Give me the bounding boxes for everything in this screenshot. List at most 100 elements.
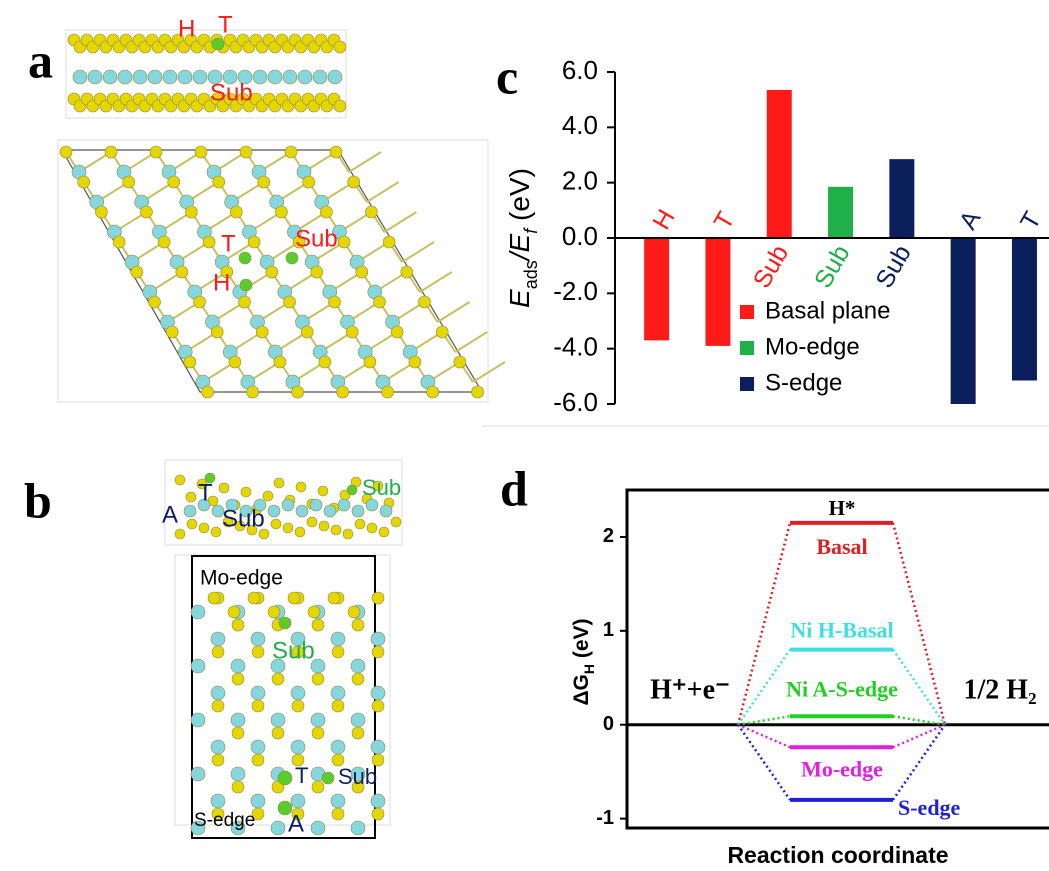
level-label: S-edge <box>898 795 961 820</box>
panel-letter: b <box>24 472 52 528</box>
atom <box>312 619 324 631</box>
site-label: H <box>178 15 195 42</box>
bar <box>828 187 853 238</box>
category-label: H* <box>829 496 856 520</box>
y-axis-label-part: E <box>504 289 535 308</box>
y-axis-label-part: ads <box>521 260 541 289</box>
site-label: Sub <box>222 505 265 532</box>
y-tick-label: 6.0 <box>562 55 598 85</box>
atom <box>372 592 384 604</box>
atom <box>274 478 284 488</box>
category-label: Sub <box>748 240 794 293</box>
connector <box>893 725 945 748</box>
atom <box>252 646 264 658</box>
atom <box>184 356 196 368</box>
y-axis-label-part: /E <box>504 233 535 262</box>
atom <box>240 279 252 291</box>
site-label: Mo-edge <box>200 567 283 590</box>
atom <box>194 296 206 308</box>
connector <box>738 725 790 748</box>
atom <box>372 700 384 712</box>
atom <box>319 521 329 531</box>
atom <box>191 767 205 781</box>
atom <box>310 499 322 511</box>
atom <box>251 632 265 646</box>
site-label: Sub <box>210 79 253 106</box>
atom <box>332 646 344 658</box>
y-tick-label: 0.0 <box>562 221 598 251</box>
atom <box>284 296 296 308</box>
category-label: T <box>709 207 741 234</box>
atom <box>168 176 180 188</box>
bond <box>367 182 399 202</box>
atom <box>166 326 178 338</box>
atom <box>332 700 344 712</box>
site-label: T <box>221 230 236 257</box>
atom <box>229 356 241 368</box>
atom <box>371 794 385 808</box>
atom <box>275 206 287 218</box>
atom <box>212 646 224 658</box>
bond <box>349 152 381 172</box>
atom <box>334 100 346 112</box>
atom <box>352 505 364 517</box>
atom <box>292 700 304 712</box>
atom <box>211 794 225 808</box>
atom <box>268 70 282 84</box>
atom <box>334 41 346 53</box>
atom <box>266 266 278 278</box>
atom <box>283 70 297 84</box>
atom <box>95 206 107 218</box>
atom <box>231 659 245 673</box>
atom <box>149 296 161 308</box>
y-tick-label: -6.0 <box>553 387 598 417</box>
y-axis-label-part: (eV) <box>570 618 593 664</box>
atom <box>212 700 224 712</box>
atom <box>131 266 143 278</box>
bond <box>402 242 434 262</box>
level-label: Ni H-Basal <box>790 618 893 643</box>
atom <box>383 236 395 248</box>
bar <box>705 238 730 346</box>
panel-letter: a <box>28 32 53 88</box>
atom <box>271 821 285 835</box>
atom <box>272 727 284 739</box>
atom <box>278 771 292 785</box>
atom <box>296 505 308 517</box>
atom <box>211 326 223 338</box>
atom <box>176 266 188 278</box>
atom <box>331 525 341 535</box>
atom <box>303 176 315 188</box>
atom <box>232 727 244 739</box>
bar <box>1012 238 1037 380</box>
atom <box>338 236 350 248</box>
legend-label: S-edge <box>765 369 842 396</box>
atom <box>331 632 345 646</box>
atom <box>372 808 384 820</box>
atom <box>193 70 207 84</box>
atom <box>78 176 90 188</box>
atom <box>401 266 413 278</box>
y-axis-label: ΔGH (eV) <box>570 618 597 705</box>
atom <box>199 523 209 533</box>
atom <box>346 326 358 338</box>
legend-swatch <box>740 305 754 319</box>
atom <box>252 700 264 712</box>
atom <box>202 386 214 398</box>
atom <box>351 821 365 835</box>
atom <box>380 505 392 517</box>
atom <box>308 606 320 618</box>
atom <box>251 794 265 808</box>
level-label: Mo-edge <box>801 756 883 781</box>
atom <box>292 386 304 398</box>
atom <box>191 713 205 727</box>
atom <box>352 673 364 685</box>
atom <box>322 772 334 784</box>
y-tick-label: -1 <box>596 807 614 829</box>
atom <box>296 482 306 492</box>
atom <box>379 527 389 537</box>
atom <box>372 646 384 658</box>
atom <box>347 485 357 495</box>
atom <box>133 70 147 84</box>
atom <box>351 659 365 673</box>
